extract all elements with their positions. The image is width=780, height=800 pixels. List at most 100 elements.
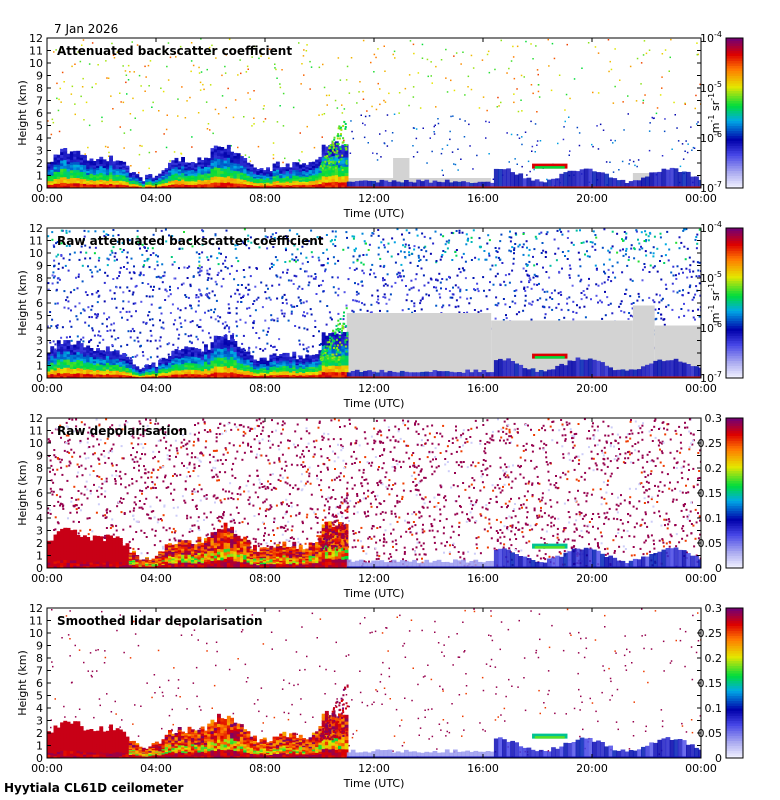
x-tick-label: 00:00 — [685, 762, 717, 775]
y-tick-label: 0 — [36, 372, 43, 385]
x-tick-label: 16:00 — [467, 192, 499, 205]
x-axis-label: Time (UTC) — [343, 777, 405, 790]
y-tick-label: 1 — [36, 550, 43, 563]
x-tick-label: 00:00 — [31, 762, 63, 775]
y-tick-label: 8 — [36, 82, 43, 95]
y-tick-label: 9 — [36, 70, 43, 83]
y-tick-label: 10 — [29, 627, 43, 640]
x-tick-label: 08:00 — [249, 192, 281, 205]
y-tick-label: 11 — [29, 425, 43, 438]
x-tick-label: 00:00 — [31, 382, 63, 395]
panel-title: Attenuated backscatter coefficient — [57, 44, 292, 58]
y-tick-label: 4 — [36, 322, 43, 335]
y-tick-label: 2 — [36, 727, 43, 740]
colorbar-tick-label: 0.25 — [698, 627, 723, 640]
y-tick-label: 1 — [36, 360, 43, 373]
x-tick-label: 20:00 — [576, 572, 608, 585]
y-tick-label: 5 — [36, 120, 43, 133]
colorbar: 10-710-610-510-4m-1 sr-1 — [700, 30, 744, 195]
x-tick-label: 04:00 — [140, 382, 172, 395]
x-tick-label: 12:00 — [358, 192, 390, 205]
colorbar-tick-label: 10-4 — [700, 220, 722, 235]
x-tick-label: 16:00 — [467, 572, 499, 585]
y-tick-label: 2 — [36, 537, 43, 550]
colorbar-tick-label: 0 — [715, 562, 722, 575]
x-tick-label: 00:00 — [31, 192, 63, 205]
x-tick-label: 16:00 — [467, 382, 499, 395]
heatmap-area — [47, 418, 701, 568]
y-tick-label: 7 — [36, 95, 43, 108]
y-tick-label: 12 — [29, 222, 43, 235]
y-tick-label: 6 — [36, 677, 43, 690]
y-tick-label: 11 — [29, 235, 43, 248]
y-tick-label: 3 — [36, 525, 43, 538]
x-axis-label: Time (UTC) — [343, 207, 405, 220]
y-tick-label: 1 — [36, 170, 43, 183]
y-tick-label: 8 — [36, 462, 43, 475]
plot-frame — [46, 37, 702, 189]
heatmap-area — [47, 608, 701, 758]
colorbar: 0 0.05 0.1 0.15 0.2 0.25 0.3 — [698, 602, 744, 765]
y-axis-label: Height (km) — [16, 650, 29, 716]
date-label: 7 Jan 2026 — [54, 22, 119, 36]
colorbar-unit-label: m-1 sr-1 — [707, 283, 722, 323]
x-tick-label: 04:00 — [140, 762, 172, 775]
colorbar-tick-label: 0.15 — [698, 487, 723, 500]
x-axis-label: Time (UTC) — [343, 397, 405, 410]
station-footer: Hyytiala CL61D ceilometer — [4, 781, 184, 795]
x-tick-label: 12:00 — [358, 382, 390, 395]
y-axis-label: Height (km) — [16, 270, 29, 336]
y-tick-label: 0 — [36, 562, 43, 575]
y-tick-label: 8 — [36, 272, 43, 285]
y-tick-label: 3 — [36, 145, 43, 158]
colorbar-tick-label: 10-5 — [700, 80, 722, 95]
colorbar-tick-label: 0 — [715, 752, 722, 765]
colorbar-tick-label: 0.2 — [705, 652, 723, 665]
heatmap-area — [47, 38, 701, 188]
y-tick-label: 7 — [36, 475, 43, 488]
x-tick-label: 04:00 — [140, 192, 172, 205]
x-tick-label: 16:00 — [467, 762, 499, 775]
colorbar-tick-label: 0.2 — [705, 462, 723, 475]
y-tick-label: 2 — [36, 157, 43, 170]
y-tick-label: 7 — [36, 285, 43, 298]
y-tick-label: 9 — [36, 260, 43, 273]
x-tick-label: 00:00 — [31, 572, 63, 585]
y-tick-label: 10 — [29, 57, 43, 70]
y-tick-label: 9 — [36, 640, 43, 653]
x-axis-label: Time (UTC) — [343, 587, 405, 600]
x-tick-label: 20:00 — [576, 192, 608, 205]
colorbar-tick-label: 0.15 — [698, 677, 723, 690]
colorbar-tick-label: 0.05 — [698, 727, 723, 740]
y-tick-label: 3 — [36, 715, 43, 728]
x-tick-label: 00:00 — [685, 192, 717, 205]
x-tick-label: 08:00 — [249, 762, 281, 775]
panel-title: Raw depolarisation — [57, 424, 187, 438]
colorbar: 0 0.05 0.1 0.15 0.2 0.25 0.3 — [698, 412, 744, 575]
y-tick-label: 4 — [36, 132, 43, 145]
y-tick-label: 4 — [36, 702, 43, 715]
x-tick-label: 08:00 — [249, 382, 281, 395]
y-tick-label: 6 — [36, 297, 43, 310]
y-axis-label: Height (km) — [16, 460, 29, 526]
colorbar-unit-label: m-1 sr-1 — [707, 93, 722, 133]
y-tick-label: 2 — [36, 347, 43, 360]
y-tick-label: 4 — [36, 512, 43, 525]
y-tick-label: 10 — [29, 247, 43, 260]
y-tick-label: 6 — [36, 487, 43, 500]
panel-title: Smoothed lidar depolarisation — [57, 614, 263, 628]
colorbar-tick-label: 10-7 — [700, 180, 722, 195]
x-tick-label: 00:00 — [685, 382, 717, 395]
y-tick-label: 10 — [29, 437, 43, 450]
x-tick-label: 04:00 — [140, 572, 172, 585]
plot-frame — [46, 607, 702, 759]
y-tick-label: 1 — [36, 740, 43, 753]
x-tick-label: 12:00 — [358, 572, 390, 585]
colorbar-tick-label: 10-5 — [700, 270, 722, 285]
y-tick-label: 0 — [36, 182, 43, 195]
colorbar-tick-label: 0.1 — [705, 702, 723, 715]
